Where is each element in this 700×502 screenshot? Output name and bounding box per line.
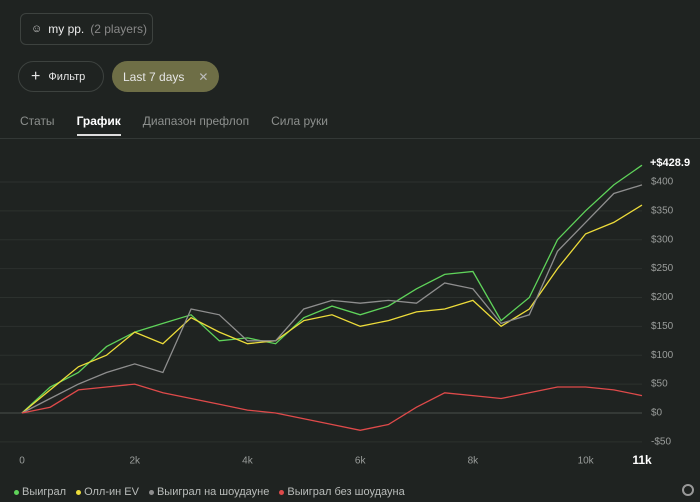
y-tick-label: $50 [651,379,668,390]
filter-label: Фильтр [48,70,86,83]
legend: Выиграл Олл-ин EV Выиграл на шоудауне Выигр… [14,486,405,498]
series-line [21,204,643,414]
tab[interactable]: Статы [20,114,55,128]
filter-button[interactable]: + Фильтр [18,61,104,92]
series-line [21,164,643,414]
user-icon: ☺ [31,23,43,35]
x-tick-label: 0 [19,456,25,467]
y-tick-label: $400 [651,177,674,188]
x-tick-label: 8k [468,456,480,467]
series-line [21,383,643,431]
y-tick-label: $350 [651,205,674,216]
legend-marker [76,489,82,495]
tab[interactable]: Диапазон префлоп [142,114,250,128]
x-tick-label: 10k [578,456,595,467]
player-selector[interactable]: ☺ my pp. (2 players) [20,13,153,45]
series-line [21,184,643,414]
date-chip[interactable]: Last 7 days ✕ [112,61,219,92]
legend-label: Олл-ин EV [84,486,139,498]
x-tick-label: 4k [242,456,254,467]
y-tick-label: $0 [651,408,663,419]
legend-item[interactable]: Выиграл [14,486,66,498]
y-tick-label: -$50 [651,436,671,447]
y-tick-label: $100 [651,350,674,361]
player-name: my pp. [48,22,85,36]
players-count: (2 players) [90,22,147,36]
legend-marker [279,489,285,495]
legend-item[interactable]: Олл-ин EV [76,486,139,498]
tab[interactable]: Сила руки [271,114,328,128]
legend-marker [14,489,19,495]
x-tick-label: 6k [355,456,367,467]
legend-label: Выиграл без шоудауна [287,486,405,498]
divider [0,138,700,139]
y-tick-label: $200 [651,292,674,303]
close-icon[interactable]: ✕ [198,69,209,84]
legend-item[interactable]: Выиграл на шоудауне [148,486,270,498]
legend-item[interactable]: Выиграл без шоудауна [279,486,405,498]
tabs: Статы График Диапазон префлоп Сила руки [20,114,328,136]
total-annotation: +$428.9 [650,157,690,169]
settings-icon[interactable] [682,484,694,496]
y-tick-label: $250 [651,263,674,274]
legend-label: Выиграл на шоудауне [156,486,270,498]
y-tick-label: $300 [651,234,674,245]
y-tick-label: $150 [651,321,674,332]
plus-icon: + [31,67,41,85]
legend-label: Выиграл [22,486,67,498]
legend-marker [148,489,154,495]
date-label: Last 7 days [123,69,185,84]
x-tick-label: 11k [632,453,652,467]
x-tick-label: 2k [129,456,141,467]
tab[interactable]: График [76,114,121,136]
